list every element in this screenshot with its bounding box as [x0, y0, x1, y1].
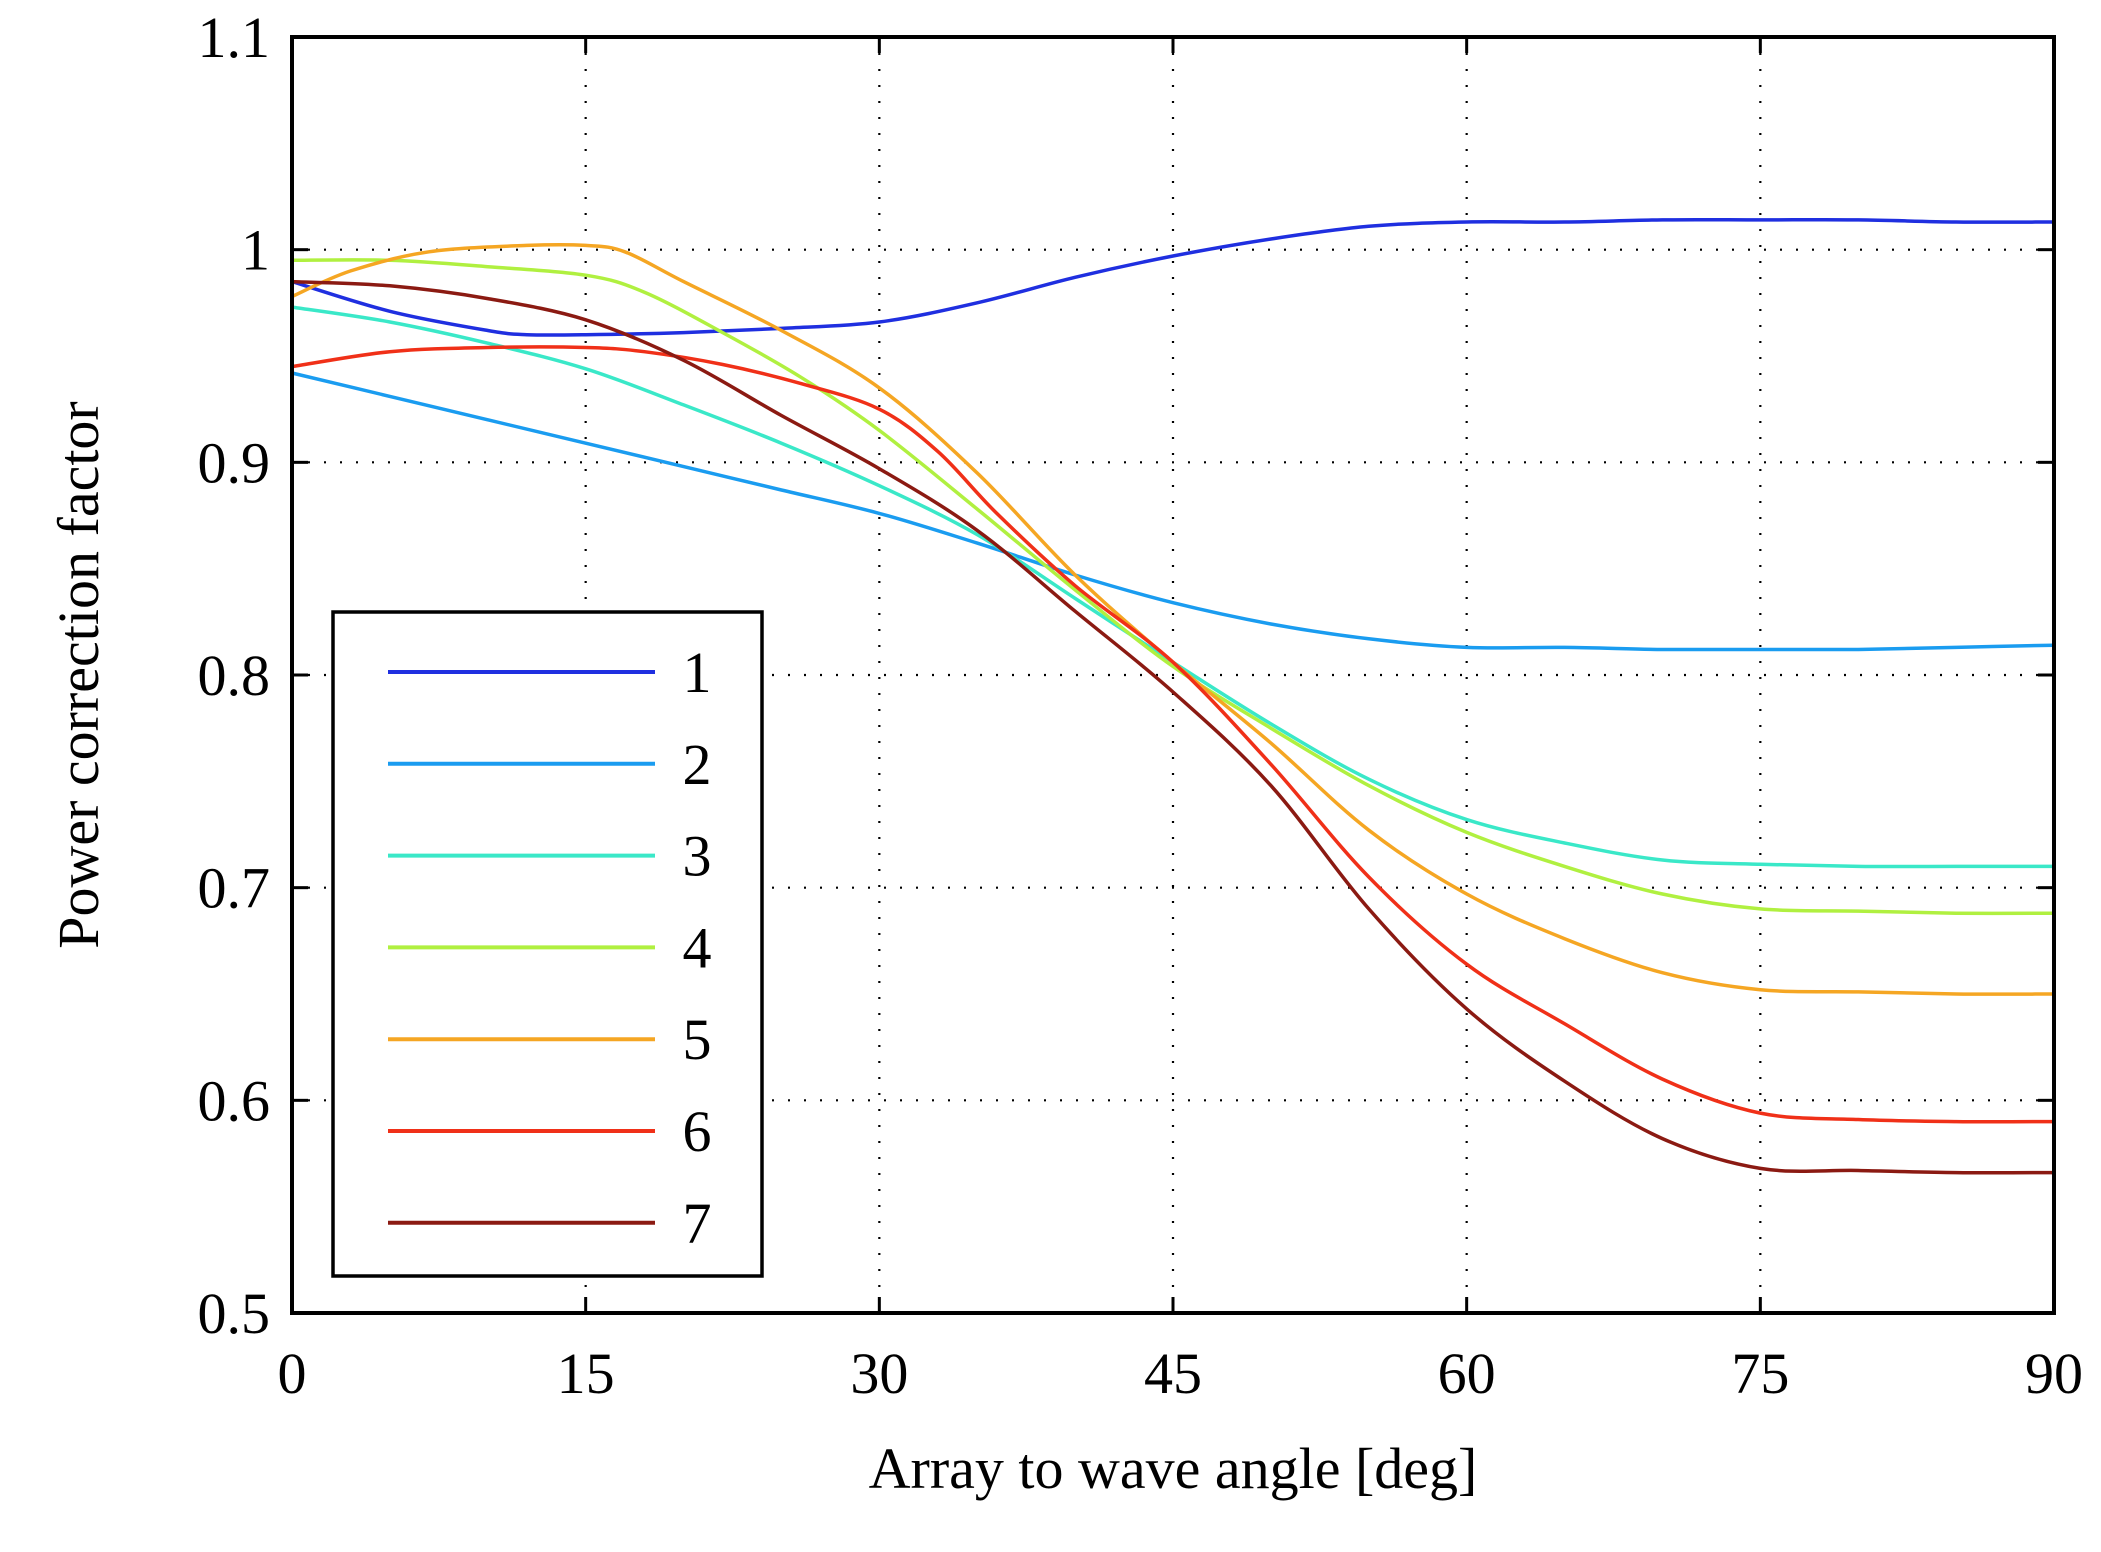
y-axis-title: Power correction factor	[46, 401, 111, 949]
grid-layer	[292, 37, 2054, 1313]
x-tick-label: 0	[278, 1341, 307, 1406]
legend-label-1: 1	[683, 640, 712, 705]
series-line-5	[290, 242, 2056, 996]
tick-layer	[290, 35, 2056, 1315]
legend-label-6: 6	[683, 1099, 712, 1164]
y-tick-label: 0.8	[198, 643, 271, 708]
x-axis-title: Array to wave angle [deg]	[869, 1436, 1478, 1501]
legend: 1 2 3 4 5 6 7	[331, 610, 764, 1278]
series-line-6	[290, 345, 2056, 1124]
series-line-7	[290, 279, 2056, 1175]
y-tick-label: 0.9	[198, 430, 271, 495]
series-layer	[290, 217, 2056, 1175]
legend-label-3: 3	[683, 824, 712, 889]
y-tick-label: 0.6	[198, 1068, 271, 1133]
y-tick-label: 0.5	[198, 1281, 271, 1346]
legend-box	[331, 610, 764, 1278]
x-tick-label: 60	[1438, 1341, 1496, 1406]
tick-label-layer: 0 15 30 45 60 75 900.50.60.70.80.911.1	[198, 5, 2084, 1406]
legend-label-7: 7	[683, 1191, 712, 1256]
y-tick-label: 1.1	[198, 5, 271, 70]
x-tick-label: 15	[557, 1341, 615, 1406]
x-tick-label: 75	[1731, 1341, 1789, 1406]
x-tick-label: 30	[850, 1341, 908, 1406]
legend-label-2: 2	[683, 732, 712, 797]
y-tick-label: 0.7	[198, 856, 271, 921]
series-line-4	[290, 258, 2056, 916]
x-tick-label: 45	[1144, 1341, 1202, 1406]
y-tick-label: 1	[241, 218, 270, 283]
x-tick-label: 90	[2025, 1341, 2083, 1406]
legend-items: 1 2 3 4 5 6 7	[388, 640, 712, 1256]
series-line-2	[290, 371, 2056, 652]
series-line-1	[290, 217, 2056, 337]
legend-label-5: 5	[683, 1007, 712, 1072]
legend-label-4: 4	[683, 915, 712, 980]
